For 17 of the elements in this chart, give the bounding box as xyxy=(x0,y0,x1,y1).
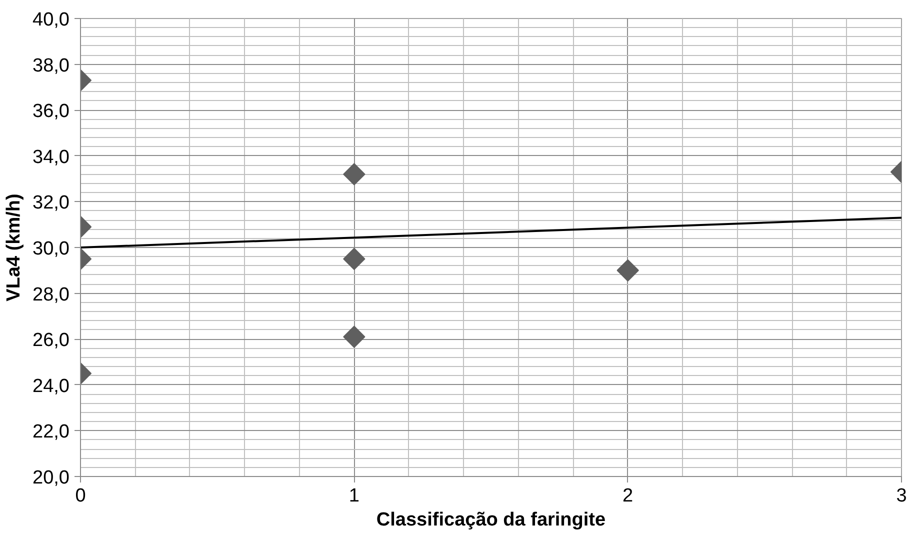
y-tick-label: 34,0 xyxy=(32,146,70,168)
y-tick-label: 20,0 xyxy=(32,468,70,488)
x-tick-label: 1 xyxy=(348,486,360,506)
y-tick-label: 32,0 xyxy=(32,192,70,214)
y-tick-label: 26,0 xyxy=(32,330,70,352)
y-tick-label: 22,0 xyxy=(32,422,70,443)
y-axis-title: VLa4 (km/h) xyxy=(4,194,25,302)
y-tick-label: 38,0 xyxy=(32,55,70,76)
x-tick-label: 2 xyxy=(622,486,634,506)
y-tick-label: 28,0 xyxy=(32,284,70,306)
y-tick-label: 36,0 xyxy=(32,101,70,122)
y-tick-label: 40,0 xyxy=(32,10,70,30)
y-tick-label: 30,0 xyxy=(32,238,70,260)
y-tick-label: 24,0 xyxy=(32,376,70,397)
x-axis-title: Classificação da faringite xyxy=(376,510,606,530)
x-tick-label: 0 xyxy=(75,486,86,506)
x-tick-label: 3 xyxy=(896,486,907,506)
